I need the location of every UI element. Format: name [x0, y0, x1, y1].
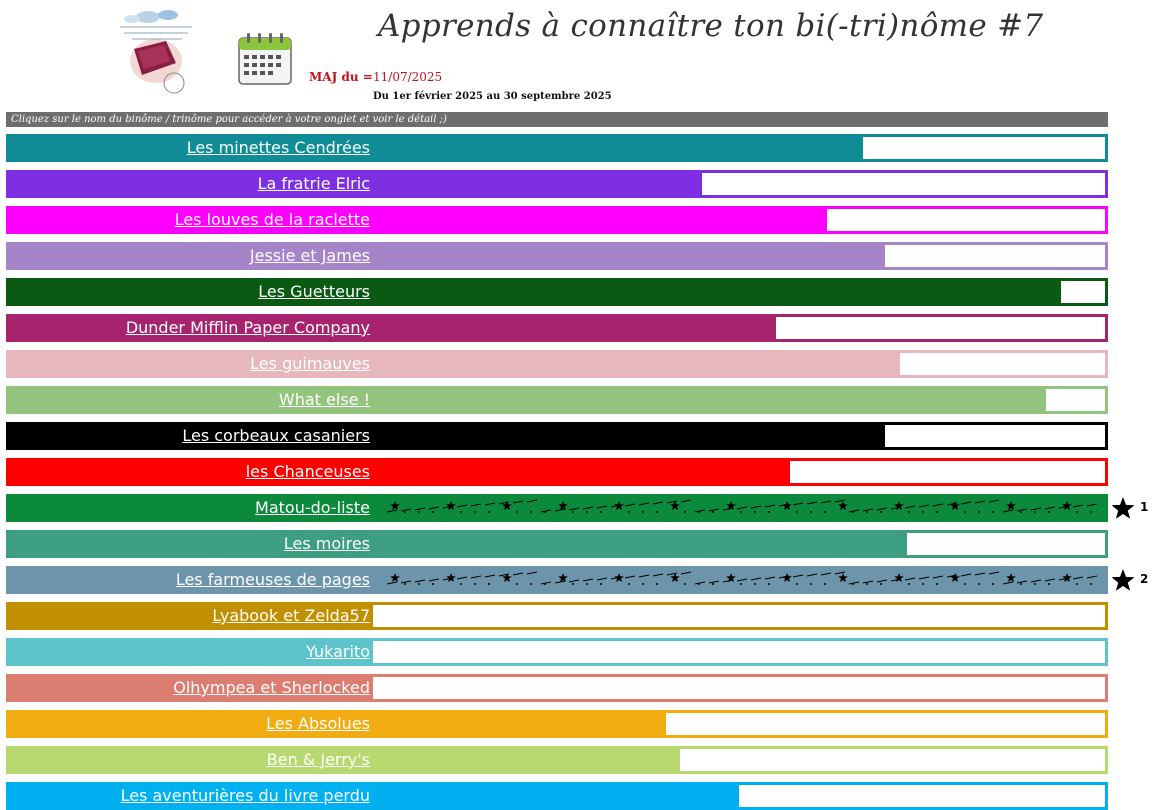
- chart-row: Jessie et James: [6, 242, 1108, 270]
- chart-row: Dunder Mifflin Paper Company: [6, 314, 1108, 342]
- progress-track: [370, 566, 1108, 594]
- chart-row: Lyabook et Zelda57: [6, 602, 1108, 630]
- team-link[interactable]: Lyabook et Zelda57: [6, 602, 370, 630]
- star-pattern: [386, 499, 1098, 513]
- team-link[interactable]: Jessie et James: [6, 242, 370, 270]
- rank-badge: 2: [1110, 566, 1150, 594]
- progress-track: [370, 314, 1108, 342]
- chart-row: Les farmeuses de pages: [6, 566, 1108, 594]
- team-link[interactable]: Les minettes Cendrées: [6, 134, 370, 162]
- progress-track: [370, 782, 1108, 810]
- progress-track: [370, 602, 1108, 630]
- period-text: Du 1er février 2025 au 30 septembre 2025: [373, 91, 612, 102]
- rank-number: 1: [1140, 500, 1149, 514]
- team-link[interactable]: Les louves de la raclette: [6, 206, 370, 234]
- chart-row: Ben & Jerry's: [6, 746, 1108, 774]
- progress-track: [370, 170, 1108, 198]
- chart-row: La fratrie Elric: [6, 170, 1108, 198]
- team-link[interactable]: Les Guetteurs: [6, 278, 370, 306]
- progress-bar: [373, 317, 776, 339]
- calendar-icon: [238, 33, 292, 85]
- progress-track: [370, 710, 1108, 738]
- team-link[interactable]: Olhympea et Sherlocked: [6, 674, 370, 702]
- star-icon: [1111, 569, 1135, 591]
- progress-track: [370, 746, 1108, 774]
- progress-bar: [373, 461, 790, 483]
- team-link[interactable]: Les guimauves: [6, 350, 370, 378]
- progress-track: [370, 278, 1108, 306]
- progress-bar: [373, 569, 1105, 591]
- team-link[interactable]: Yukarito: [6, 638, 370, 666]
- progress-track: [370, 494, 1108, 522]
- progress-bar: [373, 425, 885, 447]
- chart-row: What else !: [6, 386, 1108, 414]
- progress-bar: [373, 173, 702, 195]
- progress-track: [370, 386, 1108, 414]
- progress-track: [370, 242, 1108, 270]
- progress-bar: [373, 785, 739, 807]
- progress-track: [370, 530, 1108, 558]
- progress-track: [370, 350, 1108, 378]
- progress-track: [370, 458, 1108, 486]
- chart-row: Les corbeaux casaniers: [6, 422, 1108, 450]
- chart-row: Les Guetteurs: [6, 278, 1108, 306]
- update-label: MAJ du =: [309, 70, 373, 84]
- chart-row: Matou-do-liste: [6, 494, 1108, 522]
- team-link[interactable]: What else !: [6, 386, 370, 414]
- rank-badge: 1: [1110, 494, 1150, 522]
- team-link[interactable]: Ben & Jerry's: [6, 746, 370, 774]
- chart-row: Les minettes Cendrées: [6, 134, 1108, 162]
- star-pattern: [386, 571, 1098, 585]
- chart-row: Les louves de la raclette: [6, 206, 1108, 234]
- chart-row: Yukarito: [6, 638, 1108, 666]
- progress-bar: [373, 533, 907, 555]
- progress-track: [370, 206, 1108, 234]
- progress-track: [370, 134, 1108, 162]
- chart-row: Les guimauves: [6, 350, 1108, 378]
- team-link[interactable]: Matou-do-liste: [6, 494, 370, 522]
- progress-bar: [373, 389, 1046, 411]
- progress-track: [370, 674, 1108, 702]
- chart-row: Les aventurières du livre perdu: [6, 782, 1108, 810]
- progress-track: [370, 638, 1108, 666]
- team-link[interactable]: Les moires: [6, 530, 370, 558]
- progress-bar: [373, 353, 900, 375]
- club-logo-icon: [120, 10, 192, 94]
- progress-track: [370, 422, 1108, 450]
- team-link[interactable]: Les Absolues: [6, 710, 370, 738]
- chart-row: Les Absolues: [6, 710, 1108, 738]
- chart-row: Les moires: [6, 530, 1108, 558]
- star-icon: [1111, 497, 1135, 519]
- team-link[interactable]: Dunder Mifflin Paper Company: [6, 314, 370, 342]
- page-title: Apprends à connaître ton bi(-tri)nôme #7: [378, 8, 1044, 44]
- progress-bar: [373, 137, 863, 159]
- team-link[interactable]: Les aventurières du livre perdu: [6, 782, 370, 810]
- chart-row: Olhympea et Sherlocked: [6, 674, 1108, 702]
- team-link[interactable]: les Chanceuses: [6, 458, 370, 486]
- progress-bar: [373, 497, 1105, 519]
- update-date: 11/07/2025: [373, 70, 443, 84]
- progress-bar: [373, 281, 1061, 303]
- progress-bar: [373, 749, 680, 771]
- rank-number: 2: [1140, 572, 1149, 586]
- progress-bar: [373, 209, 827, 231]
- progress-bar: [373, 245, 885, 267]
- team-link[interactable]: La fratrie Elric: [6, 170, 370, 198]
- progress-bar: [373, 713, 666, 735]
- instruction-banner: Cliquez sur le nom du binôme / trinôme p…: [6, 112, 1108, 127]
- team-link[interactable]: Les farmeuses de pages: [6, 566, 370, 594]
- chart-row: les Chanceuses: [6, 458, 1108, 486]
- team-link[interactable]: Les corbeaux casaniers: [6, 422, 370, 450]
